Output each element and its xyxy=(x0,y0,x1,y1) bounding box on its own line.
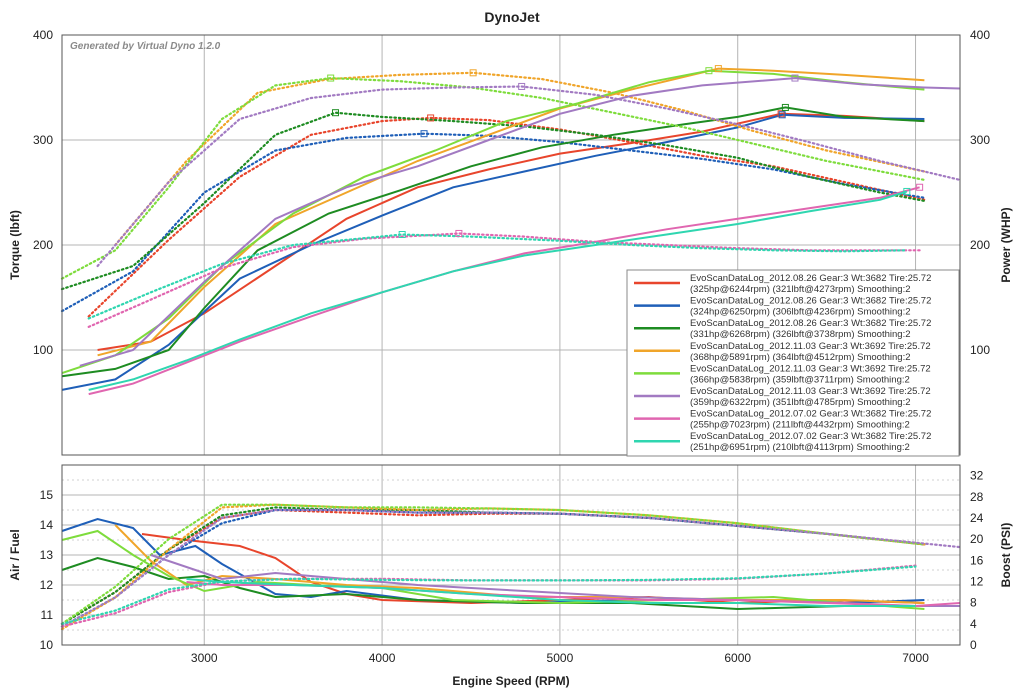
afr-curve-8 xyxy=(186,578,916,607)
legend-entry-1-line1: EvoScanDataLog_2012.08.26 Gear:3 Wt:3682… xyxy=(690,273,931,284)
afr-tick-label: 12 xyxy=(40,578,54,592)
boost-tick-label: 4 xyxy=(970,617,977,631)
afr-tick-label: 10 xyxy=(40,638,54,652)
torque-peak-marker-2 xyxy=(420,130,428,138)
power-curve-7 xyxy=(88,186,920,396)
power-curve-2 xyxy=(61,113,925,391)
power-tick-label: 200 xyxy=(970,238,990,252)
power-peak-marker-1 xyxy=(777,110,785,118)
torque-peak-marker-4 xyxy=(469,69,477,77)
legend-entry-3-line1: EvoScanDataLog_2012.08.26 Gear:3 Wt:3682… xyxy=(690,318,931,329)
torque-curve-7 xyxy=(87,232,921,328)
legend-entry-5-line2: (366hp@5838rpm) (359lbft@3711rpm) Smooth… xyxy=(690,374,910,385)
top-plot-frame xyxy=(61,34,961,456)
legend-box xyxy=(626,269,960,457)
torque-peak-marker-5 xyxy=(327,74,335,82)
torque-curve-3 xyxy=(60,111,926,291)
legend-entry-5-line1: EvoScanDataLog_2012.11.03 Gear:3 Wt:3692… xyxy=(690,363,931,374)
power-tick-label: 300 xyxy=(970,133,990,147)
torque-curve-6 xyxy=(96,85,962,268)
boost-curve-6 xyxy=(60,508,962,628)
boost-curve-8 xyxy=(60,565,917,625)
torque-peak-marker-3 xyxy=(331,109,339,117)
boost-tick-label: 16 xyxy=(970,553,984,567)
bottom-plot-frame xyxy=(61,464,961,646)
power-tick-label: 100 xyxy=(970,343,990,357)
power-peak-marker-2 xyxy=(778,111,786,119)
x-tick-label: 4000 xyxy=(369,651,396,665)
power-curve-3 xyxy=(61,106,925,378)
power-tick-label: 400 xyxy=(970,28,990,42)
boost-tick-label: 0 xyxy=(970,638,977,652)
legend-entry-1-line2: (325hp@6244rpm) (321lbft@4273rpm) Smooth… xyxy=(690,284,911,295)
power-peak-marker-3 xyxy=(781,103,789,111)
x-tick-label: 3000 xyxy=(191,651,218,665)
torque-curve-4 xyxy=(114,71,926,247)
y-axis-label-torque: Torque (lbft) xyxy=(8,210,22,280)
legend-entry-6-line1: EvoScanDataLog_2012.11.03 Gear:3 Wt:3692… xyxy=(690,386,931,397)
y-axis-label-afr: Air / Fuel xyxy=(8,529,22,580)
power-peak-marker-8 xyxy=(903,187,911,195)
boost-curve-5 xyxy=(60,503,926,625)
torque-peak-marker-8 xyxy=(398,231,406,238)
boost-tick-label: 12 xyxy=(970,574,984,588)
power-curve-4 xyxy=(97,67,925,357)
afr-tick-label: 14 xyxy=(40,518,54,532)
legend-entry-8-line1: EvoScanDataLog_2012.07.02 Gear:3 Wt:3682… xyxy=(690,431,931,442)
legend-entry-4-line2: (368hp@5891rpm) (364lbft@4512rpm) Smooth… xyxy=(690,352,911,363)
y-axis-label-boost: Boost (PSI) xyxy=(999,523,1013,588)
power-peak-marker-7 xyxy=(916,183,924,191)
legend-entry-4-line1: EvoScanDataLog_2012.11.03 Gear:3 Wt:3692… xyxy=(690,341,931,352)
x-tick-label: 7000 xyxy=(902,651,929,665)
x-tick-label: 5000 xyxy=(547,651,574,665)
legend-entry-6-line2: (359hp@6322rpm) (351lbft@4785rpm) Smooth… xyxy=(690,397,911,408)
boost-tick-label: 28 xyxy=(970,490,984,504)
afr-tick-label: 11 xyxy=(41,608,54,622)
x-axis-label: Engine Speed (RPM) xyxy=(452,674,569,688)
power-curve-8 xyxy=(88,190,908,391)
power-peak-marker-6 xyxy=(791,74,799,82)
legend-entry-7-line1: EvoScanDataLog_2012.07.02 Gear:3 Wt:3682… xyxy=(690,409,931,420)
legend: EvoScanDataLog_2012.08.26 Gear:3 Wt:3682… xyxy=(626,269,960,457)
legend-entry-7-line2: (255hp@7023rpm) (211lbft@4432rpm) Smooth… xyxy=(690,420,910,431)
x-tick-label: 6000 xyxy=(724,651,751,665)
boost-tick-label: 32 xyxy=(970,469,984,483)
y-axis-label-power: Power (WHP) xyxy=(999,207,1013,282)
torque-peak-marker-1 xyxy=(427,114,435,122)
power-peak-marker-4 xyxy=(714,65,722,73)
torque-peak-marker-6 xyxy=(518,82,526,90)
torque-tick-label: 200 xyxy=(33,238,53,252)
legend-entry-2-line2: (324hp@6250rpm) (306lbft@4236rpm) Smooth… xyxy=(690,307,911,318)
power-curve-5 xyxy=(61,69,925,375)
torque-curve-5 xyxy=(60,76,926,280)
power-curve-1 xyxy=(97,112,925,351)
power-peak-marker-5 xyxy=(705,67,713,75)
boost-tick-label: 24 xyxy=(970,511,984,525)
afr-tick-label: 15 xyxy=(40,488,54,502)
torque-tick-label: 400 xyxy=(33,28,53,42)
boost-tick-label: 8 xyxy=(970,596,977,610)
chart-title: DynoJet xyxy=(484,9,540,25)
legend-entry-8-line2: (251hp@6951rpm) (210lbft@4113rpm) Smooth… xyxy=(690,442,910,453)
torque-tick-label: 100 xyxy=(33,343,53,357)
legend-entry-2-line1: EvoScanDataLog_2012.08.26 Gear:3 Wt:3682… xyxy=(690,296,931,307)
afr-tick-label: 13 xyxy=(40,548,54,562)
torque-curve-8 xyxy=(87,233,908,320)
torque-peak-marker-7 xyxy=(455,229,463,237)
afr-curve-3 xyxy=(61,556,925,611)
boost-tick-label: 20 xyxy=(970,532,984,546)
watermark: Generated by Virtual Dyno 1.2.0 xyxy=(70,41,221,52)
torque-tick-label: 300 xyxy=(33,133,53,147)
legend-entry-3-line2: (331hp@6268rpm) (326lbft@3738rpm) Smooth… xyxy=(690,329,911,340)
